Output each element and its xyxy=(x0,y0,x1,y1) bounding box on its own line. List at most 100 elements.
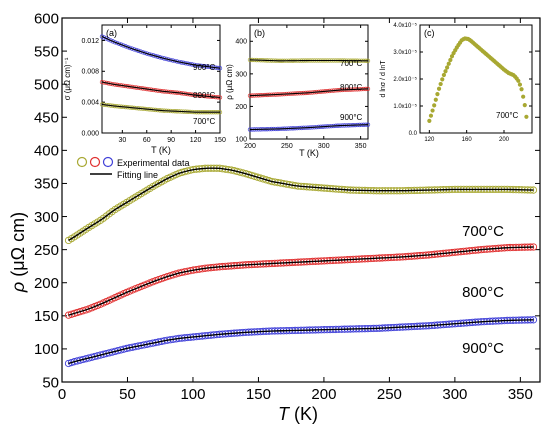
inset-a-tag: (a) xyxy=(106,28,117,38)
label-700: 700°C xyxy=(462,223,504,240)
main-x-tick-label: 0 xyxy=(58,386,66,403)
main-fit-line xyxy=(68,319,534,365)
inset-a: 30 60 90 120 150 0.000 0.004 0.008 0.012 (a) T … xyxy=(63,24,226,155)
main-y-tick-label: 150 xyxy=(34,308,59,325)
main-y-tick-label: 450 xyxy=(34,110,59,127)
c-x-tick-label: 120 xyxy=(424,137,435,143)
a-marker xyxy=(114,40,120,46)
a-marker xyxy=(134,47,139,53)
main-x-tick-label: 250 xyxy=(377,386,402,403)
c-marker xyxy=(446,61,451,66)
c-marker xyxy=(448,57,453,63)
a-marker xyxy=(99,34,105,39)
inset-b-y-axis-label: ρ (μΩ cm) xyxy=(225,64,234,100)
inset-b-series xyxy=(247,57,371,132)
inset-c-y-ticks: 0.0 1.0x10⁻⁵ 2.0x10⁻⁵ 3.0x10⁻⁵ 4.0x10⁻⁵ xyxy=(393,22,532,137)
main-x-tick-label: 50 xyxy=(119,386,136,403)
a-marker xyxy=(117,41,122,47)
a-y-tick-label: 0.008 xyxy=(81,69,99,76)
inset-a-label-800: 800°C xyxy=(193,91,216,100)
b-x-tick-label: 250 xyxy=(281,143,293,150)
c-marker xyxy=(445,65,450,70)
a-marker xyxy=(123,44,128,49)
inset-a-x-ticks: 30 60 90 120 150 xyxy=(118,25,226,144)
a-fit-line xyxy=(101,36,221,69)
a-marker xyxy=(138,49,143,54)
legend-experimental-label: Experimental data xyxy=(117,158,190,168)
c-y-tick-label: 0.0 xyxy=(409,131,418,137)
main-y-axis-unit: (μΩ cm) xyxy=(8,212,28,282)
b-y-tick-label: 200 xyxy=(235,104,247,111)
b-x-tick-label: 350 xyxy=(355,143,367,150)
main-y-tick-label: 550 xyxy=(34,43,59,60)
main-plot-frame xyxy=(61,17,541,383)
a-marker xyxy=(142,50,148,56)
a-marker xyxy=(129,46,135,51)
c-marker xyxy=(524,114,529,119)
legend-fit-label: Fitting line xyxy=(117,170,158,180)
main-y-axis-label: ρ (μΩ cm) xyxy=(8,212,28,293)
main-x-tick-label: 200 xyxy=(311,386,336,403)
a-x-tick-label: 60 xyxy=(143,137,151,144)
main-x-axis-label: T (K) xyxy=(278,404,318,424)
main-y-tick-label: 600 xyxy=(34,10,59,27)
main-plot: 0 50 100 150 200 250 300 350 501001502002503003… xyxy=(8,10,541,424)
a-series-700C xyxy=(99,102,223,115)
main-series-800C xyxy=(64,243,538,319)
a-marker xyxy=(104,36,109,41)
c-marker xyxy=(449,54,455,59)
a-marker xyxy=(127,45,133,51)
c-marker xyxy=(519,87,524,92)
a-marker xyxy=(119,42,124,47)
c-marker xyxy=(521,94,526,99)
b-x-tick-label: 200 xyxy=(244,143,256,150)
main-series xyxy=(64,164,538,368)
main-y-tick-label: 250 xyxy=(34,242,59,259)
a-marker xyxy=(140,50,145,55)
c-y-tick-label: 2.0x10⁻⁵ xyxy=(393,76,417,83)
inset-c-y-axis-label: d lnσ / d lnT xyxy=(380,60,387,98)
inset-a-y-ticks: 0.000 0.004 0.008 0.012 xyxy=(81,38,220,137)
b-y-tick-label: 100 xyxy=(235,136,247,143)
b-fit-line xyxy=(249,124,369,131)
label-900: 900°C xyxy=(462,340,504,357)
c-marker xyxy=(435,92,440,97)
legend-marker-800 xyxy=(89,156,101,168)
main-y-tick-label: 500 xyxy=(34,76,59,93)
a-marker xyxy=(121,43,126,48)
main-x-tick-label: 100 xyxy=(180,386,205,403)
c-marker xyxy=(440,77,445,82)
a-x-tick-label: 150 xyxy=(214,137,226,144)
legend-marker-700 xyxy=(76,156,88,168)
b-fit-line xyxy=(249,59,369,62)
c-marker xyxy=(433,97,438,102)
main-y-axis-symbol: ρ xyxy=(8,282,28,293)
a-marker xyxy=(108,38,113,43)
c-marker xyxy=(436,86,442,91)
a-y-tick-label: 0.000 xyxy=(81,130,99,137)
c-marker xyxy=(441,72,446,78)
c-marker xyxy=(427,118,432,123)
a-x-tick-label: 120 xyxy=(190,137,202,144)
inset-c: 120 160 200 0.0 1.0x10⁻⁵ 2.0x10⁻⁵ 3.0x10⁻⁵ 4.0… xyxy=(380,22,533,143)
a-x-tick-label: 90 xyxy=(167,137,175,144)
inset-b-frame xyxy=(249,24,369,140)
main-y-tick-label: 200 xyxy=(34,275,59,292)
inset-a-series xyxy=(99,34,223,115)
legend: Experimental data Fitting line xyxy=(76,156,190,180)
main-y-tick-label: 300 xyxy=(34,209,59,226)
c-x-tick-label: 160 xyxy=(462,137,473,143)
main-series-900C xyxy=(64,316,538,368)
a-fit-line xyxy=(101,103,220,113)
main-y-tick-label: 100 xyxy=(34,341,59,358)
a-marker xyxy=(136,48,141,53)
c-marker xyxy=(430,108,435,113)
main-x-tick-label: 350 xyxy=(508,386,533,403)
c-marker xyxy=(522,103,527,108)
c-marker xyxy=(438,81,443,87)
main-fit-line xyxy=(68,167,534,241)
inset-a-x-axis-label: T (K) xyxy=(151,145,171,155)
a-fit-line xyxy=(101,81,221,99)
